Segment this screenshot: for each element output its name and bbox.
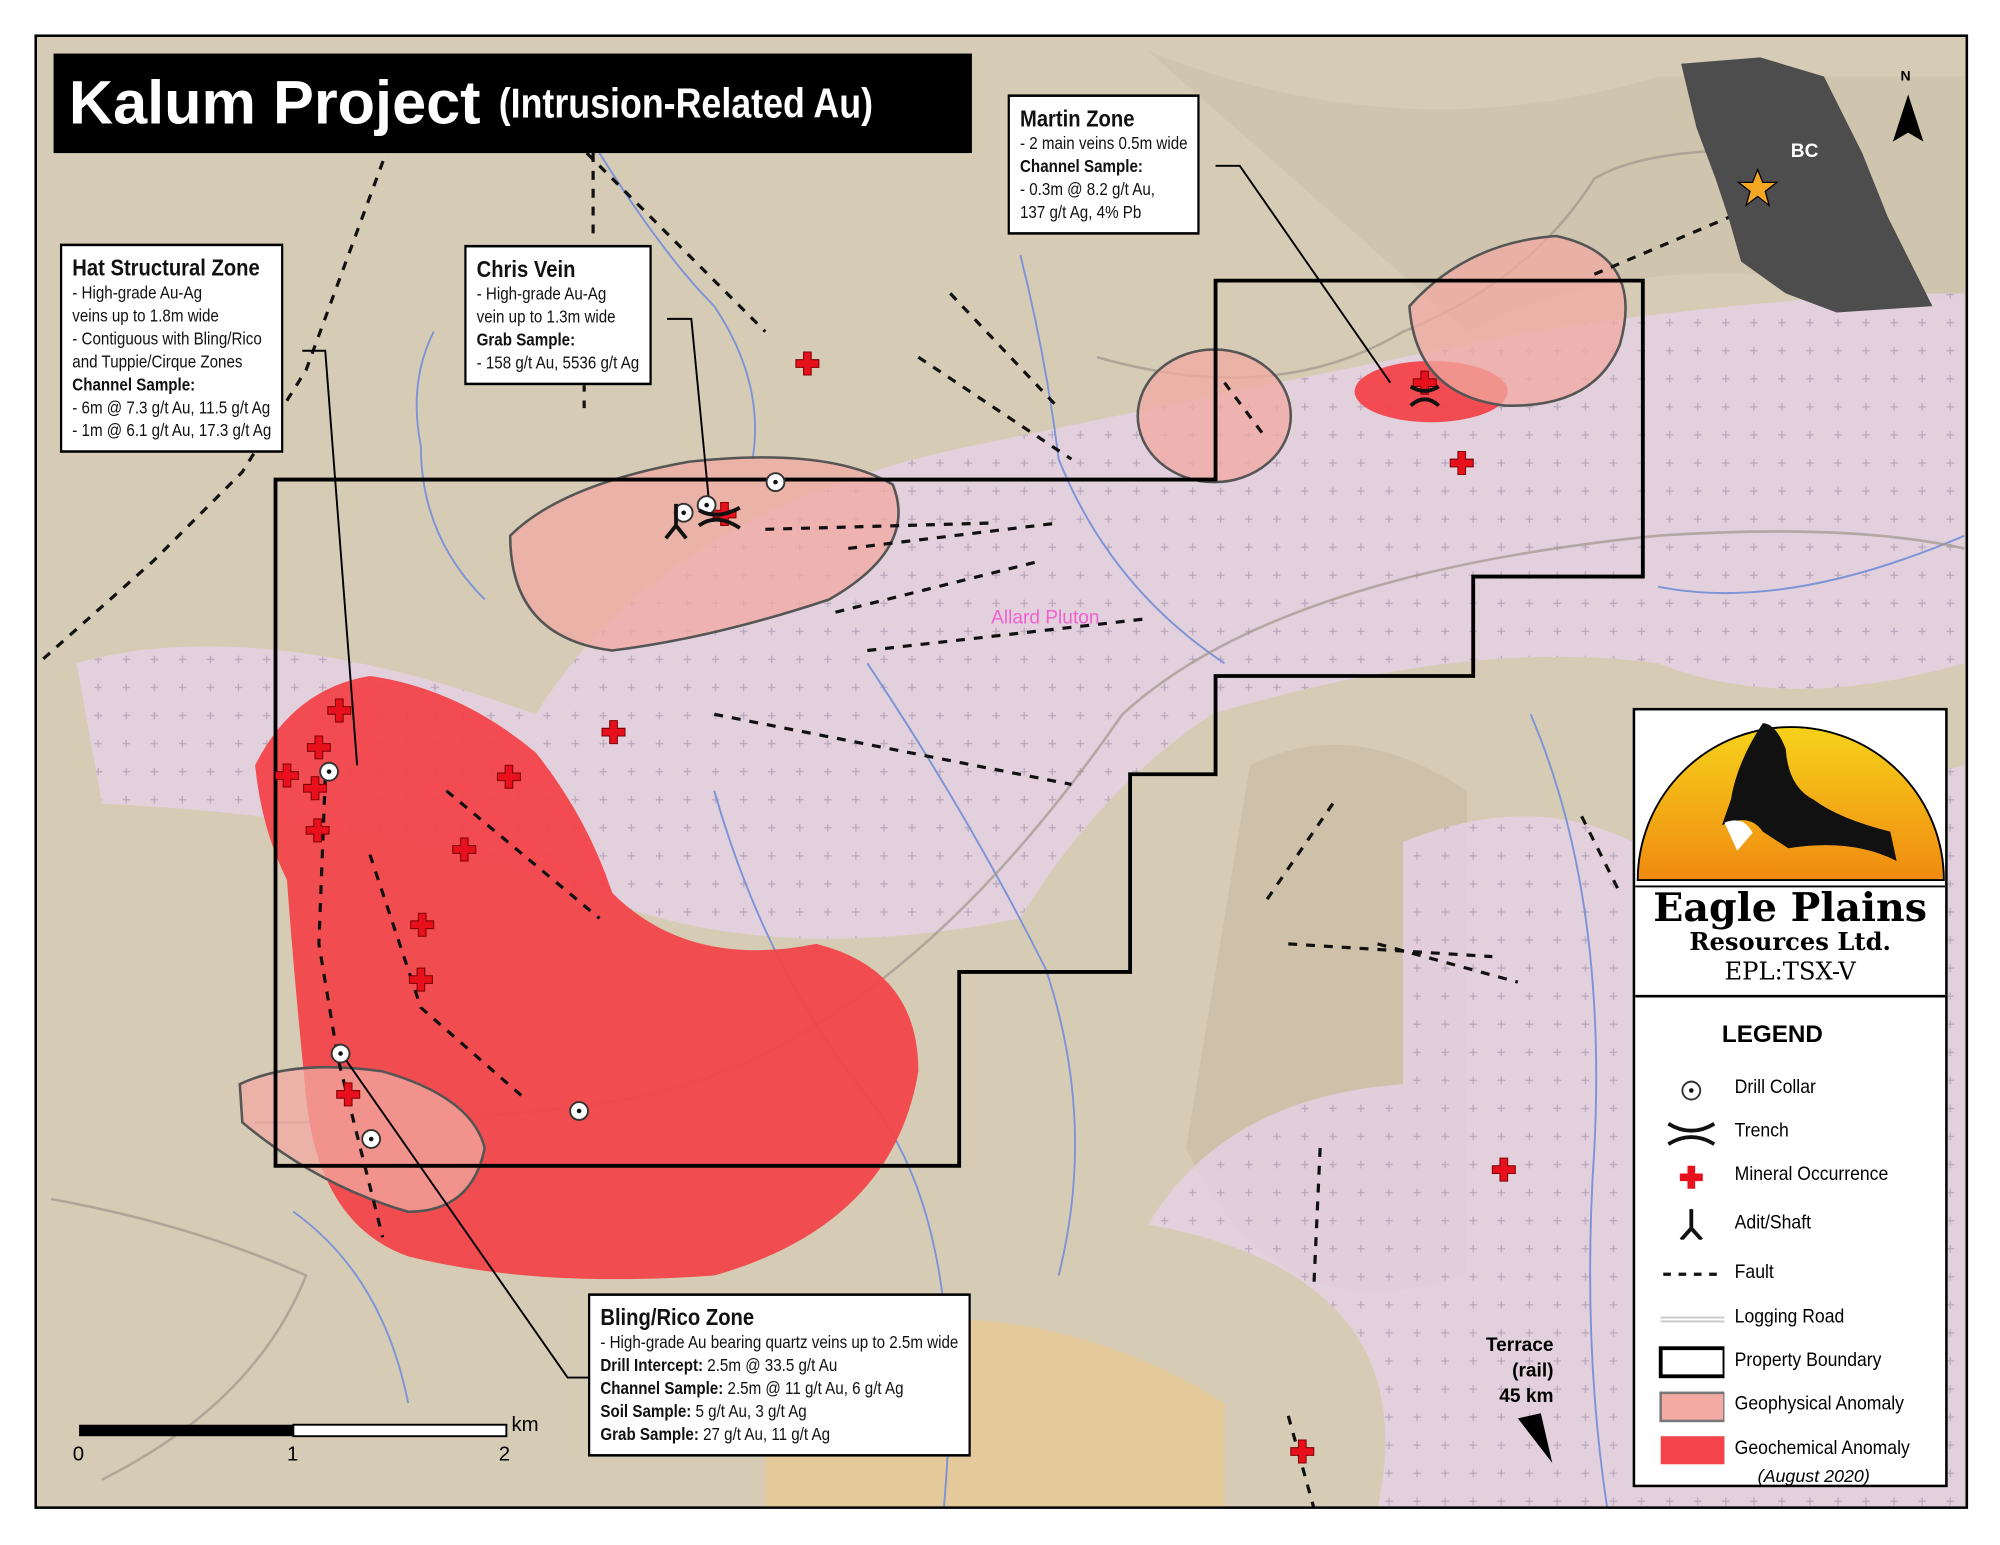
north-arrow-icon <box>1892 94 1924 142</box>
trench-icon <box>1667 1122 1716 1146</box>
legend-item-adit-shaft: Adit/Shaft <box>1734 1211 1812 1234</box>
fault-icon <box>1663 1272 1722 1276</box>
callout-line: - High-grade Au-Ag <box>476 284 607 304</box>
callout-heading: Chris Vein <box>476 256 576 282</box>
map-title: Kalum Project (Intrusion-Related Au) <box>53 53 972 154</box>
callout-sample-label: Grab Sample: <box>476 330 576 350</box>
north-label: N <box>1900 68 1911 85</box>
callout-sample-label: Channel Sample: <box>72 374 196 395</box>
geophysical-anomalies <box>238 234 1627 1214</box>
callout-line: vein up to 1.3m wide <box>476 307 616 327</box>
title-main: Kalum Project <box>68 69 481 138</box>
property-boundary <box>273 278 1645 1168</box>
callout-line: and Tuppie/Cirque Zones <box>72 352 243 372</box>
callout-line: veins up to 1.8m wide <box>72 306 219 326</box>
terrace-distance: 45 km <box>1499 1385 1554 1407</box>
terrace-rail: (rail) <box>1512 1359 1554 1382</box>
callout-line: - High-grade Au bearing quartz veins up … <box>600 1332 959 1353</box>
geochemical-anomaly-icon <box>1660 1436 1725 1465</box>
callout-heading: Hat Structural Zone <box>72 255 260 281</box>
row-label: Drill Intercept: <box>600 1355 704 1375</box>
legend-item-fault: Fault <box>1734 1261 1774 1284</box>
row-value: 2.5m @ 11 g/t Au, 6 g/t Ag <box>727 1378 904 1398</box>
callout-martin-zone: Martin Zone - 2 main veins 0.5m wide Cha… <box>1007 94 1200 235</box>
scale-tick-1: 1 <box>286 1443 299 1466</box>
legend-item-trench: Trench <box>1734 1119 1789 1142</box>
pluton-label: Allard Pluton <box>991 607 1100 629</box>
legend-item-drill-collar: Drill Collar <box>1734 1076 1816 1099</box>
eagle-icon <box>1721 723 1897 861</box>
callout-line: - 2 main veins 0.5m wide <box>1019 133 1188 154</box>
callout-heading: Bling/Rico Zone <box>600 1304 755 1331</box>
adit-shaft-icon <box>1679 1209 1703 1240</box>
scale-tick-2: 2 <box>498 1443 511 1466</box>
row-label: Channel Sample: <box>600 1378 724 1398</box>
legend-item-mineral-occurrence: Mineral Occurrence <box>1734 1163 1889 1185</box>
legend-item-logging-road: Logging Road <box>1734 1306 1845 1328</box>
callout-leaders <box>302 164 1392 1379</box>
callout-bling-rico-zone: Bling/Rico Zone - High-grade Au bearing … <box>588 1293 971 1457</box>
callout-hat-structural-zone: Hat Structural Zone - High-grade Au-Ag v… <box>59 243 284 453</box>
terrace-arrow-icon <box>1517 1413 1553 1463</box>
title-sub: (Intrusion-Related Au) <box>498 79 873 127</box>
callout-line: - Contiguous with Bling/Rico <box>72 329 262 349</box>
logo-ticker: EPL:TSX-V <box>1724 957 1856 986</box>
row-value: 27 g/t Au, 11 g/t Ag <box>703 1424 831 1444</box>
map-frame <box>34 34 1969 1509</box>
star-icon <box>1736 167 1779 208</box>
scale-tick-0: 0 <box>72 1443 85 1466</box>
scale-bar <box>79 1423 508 1438</box>
terrace-label: Terrace (rail) 45 km <box>1480 1333 1554 1410</box>
row-value: 2.5m @ 33.5 g/t Au <box>707 1355 838 1375</box>
terrace-name: Terrace <box>1485 1334 1554 1356</box>
drill-collar-icon <box>1681 1080 1702 1101</box>
scale-unit: km <box>511 1414 539 1437</box>
property-boundary-icon <box>1658 1346 1725 1379</box>
legend-item-geophysical-anomaly: Geophysical Anomaly <box>1734 1392 1904 1415</box>
eagle-plains-logo <box>1635 723 1946 998</box>
callout-chris-vein: Chris Vein - High-grade Au-Ag vein up to… <box>464 244 652 386</box>
row-label: Grab Sample: <box>600 1424 699 1444</box>
geophysical-anomaly-icon <box>1659 1391 1725 1423</box>
row-value: 5 g/t Au, 3 g/t Ag <box>695 1401 807 1421</box>
faults <box>37 126 1761 1509</box>
legend-panel: Eagle Plains Resources Ltd. EPL:TSX-V LE… <box>1632 707 1948 1488</box>
callout-line: - 1m @ 6.1 g/t Au, 17.3 g/t Ag <box>72 420 272 441</box>
callout-line: - 158 g/t Au, 5536 g/t Ag <box>476 353 640 373</box>
legend-item-geochemical-anomaly: Geochemical Anomaly <box>1734 1437 1910 1460</box>
collar-dots <box>326 479 778 1142</box>
callout-line: - High-grade Au-Ag <box>72 283 203 303</box>
legend-date: (August 2020) <box>1757 1465 1870 1486</box>
bc-inset <box>1681 57 1933 313</box>
logo-company-sub: Resources Ltd. <box>1689 928 1891 957</box>
adit-shaft <box>664 503 688 540</box>
callout-line: 137 g/t Ag, 4% Pb <box>1019 202 1142 222</box>
callout-line: - 0.3m @ 8.2 g/t Au, <box>1019 179 1155 199</box>
row-label: Soil Sample: <box>600 1401 692 1421</box>
legend-item-property-boundary: Property Boundary <box>1734 1349 1882 1372</box>
callout-heading: Martin Zone <box>1019 105 1135 132</box>
bc-label: BC <box>1790 140 1819 162</box>
mineral-occurrence-icon <box>1679 1165 1703 1189</box>
logging-road-icon <box>1660 1316 1725 1323</box>
trenches <box>697 384 1441 530</box>
callout-line: - 6m @ 7.3 g/t Au, 11.5 g/t Ag <box>72 397 271 418</box>
logo-company: Eagle Plains <box>1653 885 1928 932</box>
callout-sample-label: Channel Sample: <box>1019 156 1143 177</box>
legend-title: LEGEND <box>1721 1021 1823 1049</box>
